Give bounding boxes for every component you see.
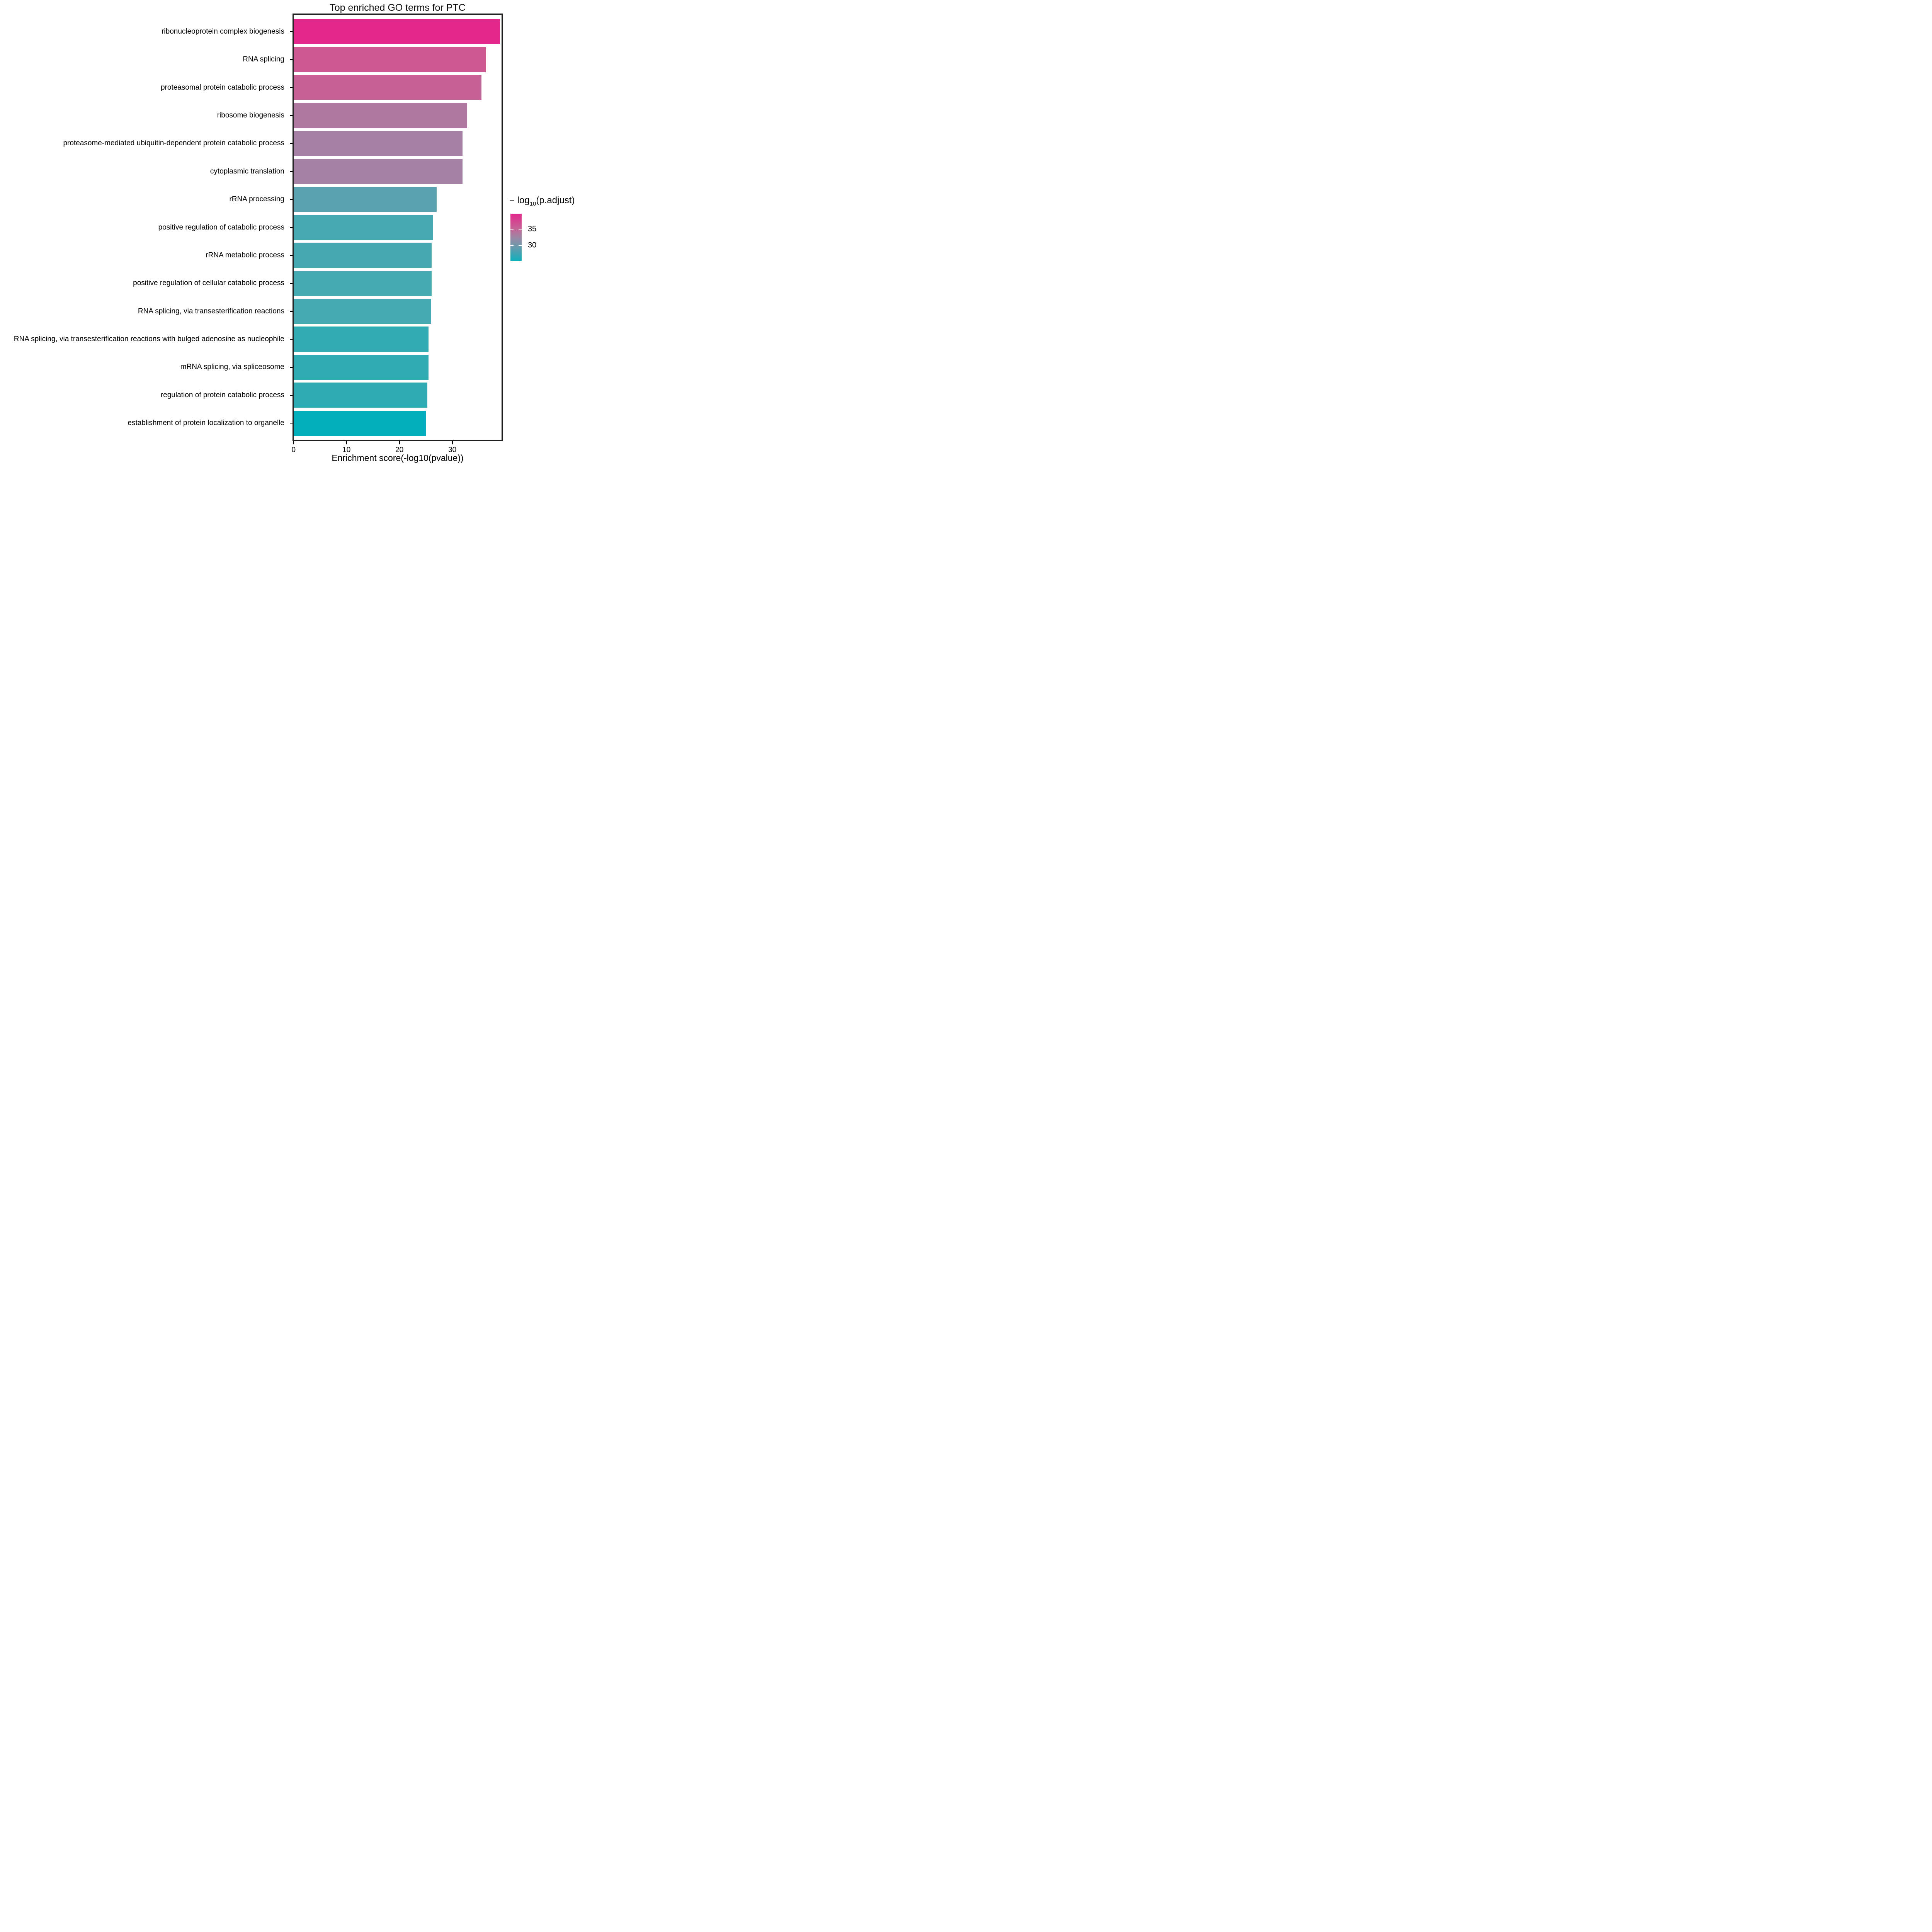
bars-layer: [293, 15, 502, 440]
y-axis-label: positive regulation of cellular cataboli…: [133, 279, 284, 287]
legend-title: − log10(p.adjust): [509, 195, 575, 207]
y-axis-label: RNA splicing: [243, 55, 284, 64]
y-axis-tick: [289, 422, 293, 424]
y-axis-tick: [289, 87, 293, 88]
y-axis-label: RNA splicing, via transesterification re…: [138, 307, 284, 315]
y-axis-label: rRNA processing: [229, 195, 284, 204]
y-axis-tick: [289, 199, 293, 200]
bar: [293, 75, 481, 100]
x-axis-tick-label: 10: [342, 446, 351, 454]
colorbar-tick: [510, 229, 514, 230]
bar: [293, 327, 429, 352]
y-axis-tick: [289, 171, 293, 172]
bar: [293, 383, 428, 408]
y-axis-label: positive regulation of catabolic process: [158, 223, 284, 231]
y-axis-label: establishment of protein localization to…: [128, 419, 284, 427]
legend: − log10(p.adjust) 35 30: [506, 195, 580, 296]
x-axis-tick: [399, 441, 400, 445]
colorbar-tick-label: 35: [528, 224, 537, 233]
y-axis-label: regulation of protein catabolic process: [160, 391, 284, 399]
colorbar-tick: [510, 245, 514, 246]
y-axis-tick: [289, 395, 293, 396]
x-axis-tick: [293, 441, 294, 445]
colorbar-tick: [519, 245, 522, 246]
bar: [293, 19, 500, 44]
y-axis-tick: [289, 227, 293, 228]
bar: [293, 159, 463, 184]
figure: Top enriched GO terms for PTC ribonucleo…: [0, 0, 580, 464]
y-axis-label: proteasomal protein catabolic process: [160, 83, 284, 92]
legend-title-main: − log: [509, 195, 530, 206]
y-axis-label: rRNA metabolic process: [206, 251, 284, 259]
y-axis-label: proteasome-mediated ubiquitin-dependent …: [63, 139, 284, 148]
x-axis-tick-label: 30: [448, 446, 457, 454]
colorbar-tick: [519, 229, 522, 230]
bar: [293, 299, 431, 324]
legend-colorbar: [510, 214, 522, 261]
x-axis-tick: [346, 441, 347, 445]
bar: [293, 270, 432, 296]
x-axis-tick-label: 20: [395, 446, 404, 454]
y-axis-label: mRNA splicing, via spliceosome: [180, 363, 284, 371]
x-axis-tick-label: 0: [291, 446, 296, 454]
chart-title: Top enriched GO terms for PTC: [330, 2, 466, 13]
y-axis-tick: [289, 367, 293, 368]
bar: [293, 410, 426, 436]
y-axis-tick: [289, 31, 293, 32]
y-axis-tick: [289, 338, 293, 340]
y-axis-tick: [289, 311, 293, 312]
y-axis-tick: [289, 115, 293, 116]
bar: [293, 103, 467, 128]
bar: [293, 187, 437, 212]
legend-title-rest: (p.adjust): [536, 195, 575, 206]
y-axis-label: ribonucleoprotein complex biogenesis: [162, 27, 284, 36]
y-axis-tick: [289, 283, 293, 284]
y-axis-label: cytoplasmic translation: [210, 167, 284, 175]
bar: [293, 214, 433, 240]
y-axis-tick: [289, 255, 293, 256]
y-axis-labels: ribonucleoprotein complex biogenesis RNA …: [0, 0, 293, 464]
y-axis-tick: [289, 143, 293, 144]
y-axis-label: ribosome biogenesis: [217, 111, 284, 119]
bar: [293, 354, 429, 380]
y-axis-tick: [289, 59, 293, 60]
bar: [293, 131, 463, 156]
x-axis-title: Enrichment score(-log10(pvalue)): [332, 453, 464, 463]
bar: [293, 243, 432, 268]
x-axis-tick: [452, 441, 453, 445]
colorbar-tick-label: 30: [528, 241, 537, 250]
bar: [293, 47, 486, 72]
y-axis-label: RNA splicing, via transesterification re…: [14, 335, 284, 344]
legend-title-sub: 10: [529, 200, 536, 207]
